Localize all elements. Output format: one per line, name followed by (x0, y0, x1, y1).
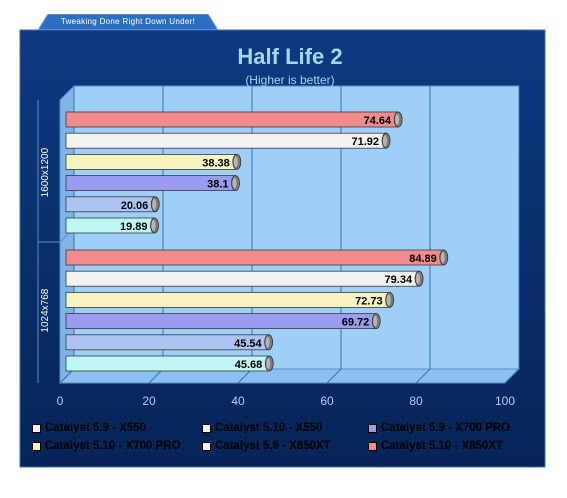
bar-value-label: 19.89 (120, 221, 148, 233)
legend-swatch (32, 441, 41, 451)
legend-swatch (368, 423, 377, 433)
grid-floor-line (326, 368, 342, 384)
bar-value-label: 71.92 (352, 136, 380, 148)
banner-tab (38, 14, 218, 30)
bar-value-label: 84.89 (409, 253, 437, 265)
bar-end-highlight (383, 135, 388, 147)
chart-legend: Catalyst 5.9 - X550 Catalyst 5.10 - X550… (28, 419, 538, 459)
legend-label: Catalyst 5.10 - X850XT (381, 440, 504, 452)
legend-item: Catalyst 5.9 - X700 PRO (368, 419, 510, 437)
legend-swatch (202, 441, 211, 451)
legend-item: Catalyst 5.10 - X850XT (368, 437, 503, 455)
category-label: 1024x768 (40, 288, 51, 332)
legend-label: Catalyst 5.10 - X550 (215, 422, 323, 434)
bar-end-highlight (232, 177, 237, 189)
bar-end-highlight (373, 315, 378, 327)
chart-subtitle: (Higher is better) (245, 73, 334, 87)
legend-swatch (368, 441, 377, 451)
legend-swatch (202, 423, 211, 433)
x-tick-label: 40 (231, 394, 245, 408)
bar-end-highlight (386, 294, 391, 306)
legend-item: Catalyst 5.10 - X550 (202, 419, 322, 437)
bar-end-highlight (151, 220, 156, 231)
legend-label: Catalyst 5.9 - X700 PRO (381, 422, 511, 434)
legend-item: Catalyst 5.10 - X700 PRO (32, 437, 181, 455)
x-tick-label: 60 (320, 394, 334, 408)
legend-label: Catalyst 5.9 - X550 (45, 422, 147, 434)
bar-value-label: 38.38 (202, 157, 230, 169)
bar (65, 291, 391, 308)
legend-swatch (32, 423, 41, 433)
bar-value-label: 79.34 (385, 274, 413, 286)
grid-floor-line (504, 368, 520, 384)
bar-end-highlight (440, 252, 445, 263)
bar-end-highlight (266, 358, 271, 369)
legend-label: Catalyst 5.10 - X700 PRO (45, 440, 181, 452)
legend-item: Catalyst 5.9 - X850XT (202, 437, 331, 455)
grid-floor-line (415, 368, 431, 384)
bar-value-label: 72.73 (355, 295, 383, 307)
bar-end-highlight (395, 114, 400, 125)
chart-title: Half Life 2 (237, 44, 342, 69)
x-tick-label: 100 (495, 394, 515, 408)
bar-value-label: 45.68 (235, 359, 263, 371)
banner-text: Tweaking Done Right Down Under! (60, 17, 196, 26)
bar-value-label: 20.06 (121, 200, 149, 212)
bar-value-label: 69.72 (342, 317, 370, 329)
legend-label: Catalyst 5.9 - X850XT (215, 440, 331, 452)
bar-end-highlight (152, 198, 157, 210)
bar (65, 111, 399, 128)
bar (65, 270, 420, 287)
bar (65, 249, 445, 266)
bar (65, 313, 377, 330)
bar (65, 132, 387, 149)
bar-end-highlight (265, 336, 270, 348)
x-tick-label: 0 (57, 394, 64, 408)
x-tick-label: 20 (142, 394, 156, 408)
bar-value-label: 38.1 (207, 179, 228, 191)
bar-value-label: 45.54 (234, 338, 262, 350)
legend-item: Catalyst 5.9 - X550 (32, 419, 146, 437)
bar-end-highlight (416, 273, 421, 285)
bar-value-label: 74.64 (364, 115, 392, 127)
category-label: 1600x1200 (40, 147, 51, 197)
x-tick-label: 80 (409, 394, 423, 408)
bar-end-highlight (233, 156, 238, 168)
